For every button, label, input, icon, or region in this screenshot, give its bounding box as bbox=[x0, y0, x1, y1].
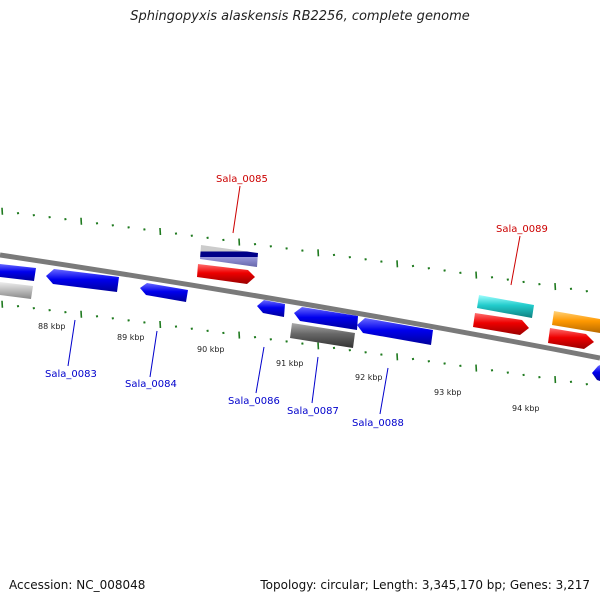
gene-feature[interactable] bbox=[552, 311, 600, 333]
outer-tick-ring bbox=[1, 207, 588, 293]
kbp-label: 88 kbp bbox=[38, 322, 66, 331]
gene-label-sala-0086[interactable]: Sala_0086 bbox=[228, 396, 280, 407]
gene-label-sala-0085[interactable]: Sala_0085 bbox=[216, 174, 268, 185]
kbp-label: 94 kbp bbox=[512, 404, 540, 413]
reverse-genes bbox=[0, 264, 600, 381]
gene-label-sala-0083[interactable]: Sala_0083 bbox=[45, 369, 97, 380]
gene-feature[interactable] bbox=[548, 328, 594, 349]
gene-feature[interactable] bbox=[200, 245, 258, 267]
genome-summary-text: Topology: circular; Length: 3,345,170 bp… bbox=[260, 578, 590, 592]
gene-feature[interactable] bbox=[592, 365, 600, 381]
gene-label-sala-0084[interactable]: Sala_0084 bbox=[125, 379, 177, 390]
gene-feature[interactable] bbox=[473, 313, 529, 335]
gene-label-sala-0087[interactable]: Sala_0087 bbox=[287, 406, 339, 417]
kbp-label: 89 kbp bbox=[117, 333, 145, 342]
genome-backbone bbox=[0, 252, 600, 361]
accession-text: Accession: NC_008048 bbox=[9, 578, 146, 592]
kbp-label: 90 kbp bbox=[197, 345, 225, 354]
forward-genes bbox=[197, 245, 600, 349]
gene-feature[interactable] bbox=[140, 283, 188, 302]
kbp-label: 93 kbp bbox=[434, 388, 462, 397]
gene-label-sala-0089[interactable]: Sala_0089 bbox=[496, 224, 548, 235]
gene-feature[interactable] bbox=[257, 300, 285, 317]
kbp-label: 92 kbp bbox=[355, 373, 383, 382]
label-leaders bbox=[67, 185, 521, 415]
gene-feature[interactable] bbox=[294, 307, 358, 330]
gene-feature[interactable] bbox=[477, 295, 534, 318]
gene-feature[interactable] bbox=[0, 282, 33, 299]
inner-tick-ring bbox=[1, 300, 588, 386]
gene-feature[interactable] bbox=[46, 269, 119, 292]
gene-feature[interactable] bbox=[197, 264, 255, 284]
gene-labels: Sala_0085 Sala_0089 Sala_0083 Sala_0084 … bbox=[45, 174, 548, 429]
gene-feature[interactable] bbox=[357, 318, 433, 345]
map-title: Sphingopyxis alaskensis RB2256, complete… bbox=[130, 9, 470, 24]
kbp-labels: 88 kbp 89 kbp 90 kbp 91 kbp 92 kbp 93 kb… bbox=[38, 322, 540, 413]
kbp-label: 91 kbp bbox=[276, 359, 304, 368]
gene-label-sala-0088[interactable]: Sala_0088 bbox=[352, 418, 404, 429]
gene-feature[interactable] bbox=[0, 264, 36, 281]
gene-feature[interactable] bbox=[290, 323, 355, 348]
